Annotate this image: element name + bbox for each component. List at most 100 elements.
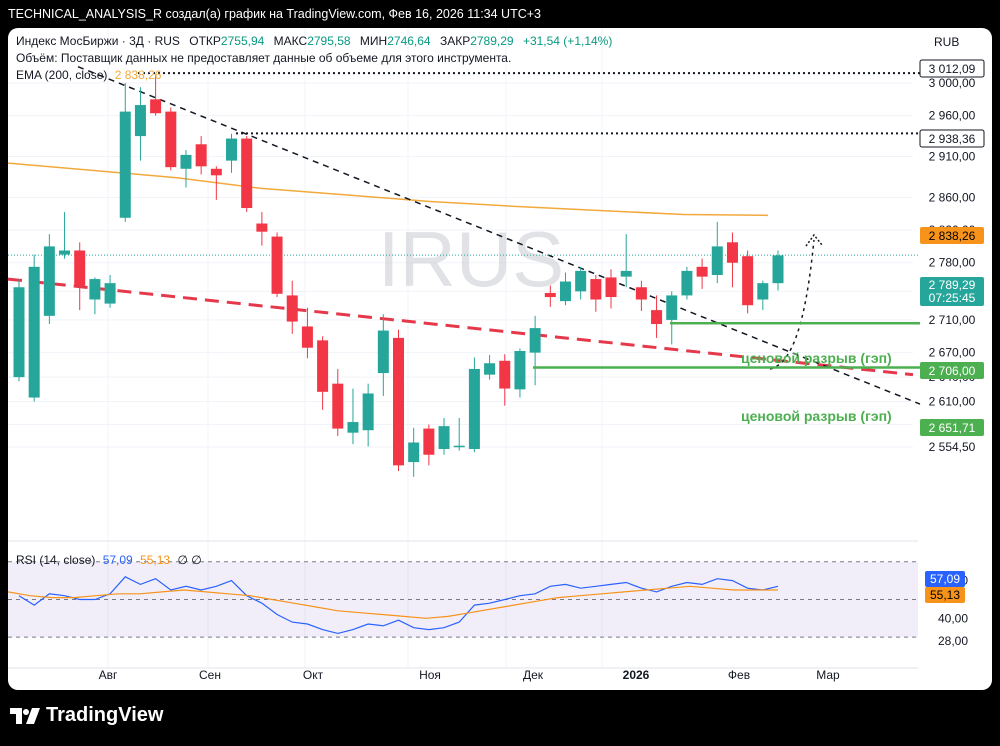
- candle-body: [74, 250, 86, 286]
- x-tick-label: 2026: [623, 668, 650, 682]
- candle-body: [362, 393, 374, 431]
- gap-label-2: ценовой разрыв (гэп): [741, 408, 892, 424]
- rsi-line: [18, 576, 779, 635]
- candle-body: [408, 442, 420, 463]
- x-tick-label: Фев: [728, 668, 750, 682]
- x-tick-label: Сен: [199, 668, 221, 682]
- svg-text:55,13: 55,13: [930, 588, 960, 602]
- y-tick-label: 2 670,00: [929, 346, 976, 360]
- brand-logo[interactable]: TradingView: [10, 704, 163, 727]
- candle-body: [423, 428, 435, 455]
- svg-text:2 838,26: 2 838,26: [929, 229, 976, 243]
- legend-ema-value: 2 838,26: [115, 68, 162, 82]
- y-tick-label: 2 780,00: [929, 256, 976, 270]
- svg-text:RSI (14, close) 57,09: RSI (14, close) 57,09 55,13 ∅ ∅: [16, 553, 202, 567]
- candle-body: [332, 383, 344, 429]
- candle-body: [544, 292, 556, 298]
- svg-text:3 012,09: 3 012,09: [929, 62, 976, 76]
- y-tick-label: 2 554,50: [929, 440, 976, 454]
- candle-body: [241, 138, 253, 209]
- y-tick-label: 2 910,00: [929, 150, 976, 164]
- y-tick-label: 2 960,00: [929, 109, 976, 123]
- candle-body: [180, 154, 192, 169]
- svg-text:07:25:45: 07:25:45: [929, 291, 976, 305]
- svg-text:EMA (200, close) 2 838: EMA (200, close) 2 838,26: [16, 68, 162, 82]
- tag-last: 2 789,29 07:25:45: [920, 277, 984, 306]
- candle-body: [559, 281, 571, 302]
- candle-body: [575, 270, 587, 292]
- candle-body: [711, 246, 723, 275]
- gap-lines: [533, 321, 920, 369]
- resistance-trendline: [77, 65, 921, 405]
- tradingview-logo-icon: [10, 707, 40, 724]
- currency-label: RUB: [934, 35, 959, 49]
- candle-body: [393, 337, 404, 466]
- candle-body: [150, 99, 162, 114]
- candle-body: [119, 111, 131, 218]
- legend-ema-label: EMA (200, close): [16, 68, 107, 82]
- candle-body: [59, 250, 71, 255]
- svg-text:2 789,29: 2 789,29: [929, 278, 976, 292]
- candle-body: [165, 111, 177, 168]
- candle-body: [377, 330, 389, 374]
- brand-name: TradingView: [46, 704, 164, 726]
- legend: Индекс МосБиржи · 3Д · RUS ОТКР2755,94 М…: [16, 34, 959, 567]
- tag-ema: 2 838,26: [920, 227, 984, 244]
- watermark: IRUS: [378, 215, 564, 303]
- candle-body: [499, 360, 511, 389]
- candle-body: [772, 255, 784, 284]
- candle-body: [210, 168, 222, 176]
- candle-body: [317, 340, 329, 392]
- candle-body: [726, 242, 738, 263]
- x-tick-label: Авг: [99, 668, 118, 682]
- time-axis[interactable]: Авг Сен Окт Ноя Дек 2026 Фев Мар: [99, 668, 840, 682]
- rsi-tick-label: 40,00: [938, 611, 968, 625]
- candle-body: [666, 295, 678, 320]
- y-tick-label: 3 000,00: [929, 76, 976, 90]
- rsi-ma-line: [8, 585, 778, 619]
- candle-body: [195, 144, 207, 167]
- candle-body: [529, 328, 541, 353]
- ema-200-line: [8, 162, 769, 217]
- candle-body: [696, 266, 708, 277]
- legend-volume: Объём: Поставщик данных не предоставляет…: [16, 51, 511, 65]
- x-tick-label: Мар: [816, 668, 840, 682]
- svg-text:2 938,36: 2 938,36: [929, 132, 976, 146]
- svg-text:Индекс МосБиржи · 3Д · RUS: Индекс МосБиржи · 3Д · RUS ОТКР2755,94 М…: [16, 34, 612, 48]
- tag-rsi-ma: 55,13: [925, 587, 965, 603]
- x-tick-label: Окт: [303, 668, 324, 682]
- candle-body: [301, 326, 313, 348]
- forecast-arrow-head: [805, 233, 823, 247]
- candle-body: [468, 368, 480, 450]
- candle-body: [757, 283, 769, 300]
- rsi-tick-label: 28,00: [938, 634, 968, 648]
- candle-body: [681, 270, 693, 296]
- candle-body: [134, 105, 146, 137]
- chart-canvas[interactable]: IRUS ценовой разрыв (гэп) ценовой разрыв…: [8, 28, 992, 690]
- candle-body: [635, 287, 647, 300]
- legend-symbol: Индекс МосБиржи · 3Д · RUS: [16, 34, 180, 48]
- svg-text:57,09: 57,09: [930, 572, 960, 586]
- tag-level-high: 2 938,36: [919, 129, 985, 148]
- x-tick-label: Дек: [523, 668, 544, 682]
- y-tick-label: 2 860,00: [929, 190, 976, 204]
- candle-body: [271, 236, 283, 294]
- footer-bar: [0, 690, 1000, 746]
- rsi-pane: [8, 561, 918, 638]
- tag-gap-2: 2 651,71: [920, 419, 984, 436]
- candle-body: [13, 287, 25, 378]
- candle-body: [226, 138, 238, 161]
- support-trendline: [8, 277, 914, 377]
- candle-body: [651, 310, 663, 325]
- candle-body: [742, 256, 754, 306]
- candle-body: [438, 426, 450, 450]
- candle-body: [590, 279, 602, 300]
- ema-line: [8, 162, 769, 217]
- candle-body: [620, 270, 632, 277]
- rsi-label: RSI (14, close): [16, 553, 95, 567]
- candle-body: [104, 283, 116, 304]
- candle-body: [484, 363, 496, 375]
- author-line: TECHNICAL_ANALYSIS_R создал(а) график на…: [8, 7, 542, 21]
- gap-label-1: ценовой разрыв (гэп): [741, 350, 892, 366]
- y-tick-label: 2 710,00: [929, 313, 976, 327]
